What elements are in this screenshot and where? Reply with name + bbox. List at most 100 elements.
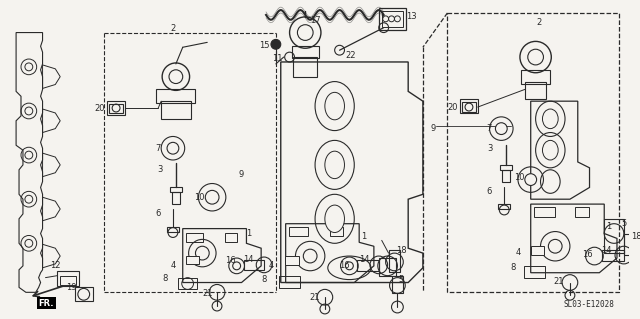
Text: 4: 4	[515, 248, 520, 256]
Ellipse shape	[325, 93, 344, 120]
Text: 14: 14	[359, 256, 369, 264]
Text: 15: 15	[259, 41, 269, 50]
Bar	[357, 260, 379, 271]
Text: 14: 14	[601, 246, 611, 255]
Bar	[244, 260, 264, 270]
Ellipse shape	[543, 109, 558, 129]
Text: 9: 9	[239, 170, 244, 179]
Bar	[292, 46, 319, 58]
Ellipse shape	[325, 151, 344, 179]
Circle shape	[25, 151, 33, 159]
Bar	[170, 188, 182, 192]
Text: 11: 11	[273, 54, 283, 63]
Bar	[156, 89, 195, 103]
Bar	[186, 233, 204, 242]
Text: 7: 7	[486, 124, 492, 133]
Bar	[60, 276, 76, 286]
Text: FR.: FR.	[39, 299, 54, 308]
Text: 21: 21	[202, 289, 212, 298]
Bar	[524, 266, 545, 278]
Text: 5: 5	[399, 275, 404, 284]
Text: 21: 21	[553, 277, 563, 286]
Text: 2: 2	[536, 18, 541, 27]
Circle shape	[25, 239, 33, 247]
Bar	[289, 226, 308, 236]
Bar	[602, 250, 624, 261]
Text: SL03-E12028: SL03-E12028	[563, 300, 614, 309]
Bar	[381, 11, 403, 27]
Bar	[575, 207, 589, 217]
Circle shape	[495, 123, 507, 135]
Text: 10: 10	[514, 173, 524, 182]
Bar	[392, 276, 403, 293]
Text: 13: 13	[406, 12, 417, 21]
Text: 20: 20	[94, 104, 105, 113]
Bar	[186, 256, 200, 264]
Bar	[624, 234, 637, 255]
Text: 2: 2	[170, 24, 175, 33]
Text: 14: 14	[243, 256, 253, 264]
Text: 6: 6	[487, 187, 492, 196]
Text: 18: 18	[396, 246, 406, 255]
Bar	[460, 99, 478, 113]
Text: 8: 8	[510, 263, 516, 272]
Text: 4: 4	[268, 261, 273, 271]
Bar	[521, 70, 550, 84]
Text: 7: 7	[156, 144, 161, 153]
Text: 8: 8	[163, 274, 168, 283]
Bar	[285, 256, 300, 265]
Text: 19: 19	[66, 283, 76, 292]
Text: 20: 20	[447, 102, 458, 112]
Bar	[534, 207, 556, 217]
Text: 3: 3	[487, 144, 492, 153]
Text: 9: 9	[430, 124, 435, 133]
Text: 22: 22	[345, 51, 356, 60]
Bar	[75, 287, 93, 301]
Bar	[525, 82, 547, 99]
Text: 1: 1	[246, 229, 251, 238]
Circle shape	[25, 63, 33, 71]
Bar	[108, 101, 125, 115]
Bar	[499, 204, 510, 209]
Bar	[379, 8, 406, 30]
Bar	[178, 278, 197, 289]
Circle shape	[548, 239, 562, 253]
Text: 16: 16	[225, 256, 236, 265]
Text: 12: 12	[50, 261, 61, 271]
Bar	[167, 226, 179, 232]
Text: 21: 21	[310, 293, 320, 302]
Circle shape	[303, 249, 317, 263]
Bar	[502, 170, 510, 182]
Circle shape	[525, 174, 536, 185]
Bar	[57, 271, 79, 286]
Ellipse shape	[543, 140, 558, 160]
Text: 1: 1	[362, 232, 367, 241]
Text: 4: 4	[170, 261, 175, 271]
Bar	[462, 102, 476, 112]
Bar	[294, 57, 317, 77]
Bar	[109, 104, 123, 113]
Bar	[531, 246, 545, 255]
Bar	[500, 165, 512, 170]
Bar	[172, 192, 180, 204]
Bar	[161, 101, 191, 119]
Text: 3: 3	[157, 165, 163, 174]
Text: 5: 5	[621, 219, 627, 228]
Bar	[225, 233, 237, 242]
Text: 17: 17	[310, 16, 321, 25]
Circle shape	[25, 195, 33, 203]
Circle shape	[25, 107, 33, 115]
Bar	[388, 250, 401, 272]
Text: 8: 8	[261, 275, 267, 284]
Bar	[604, 219, 624, 253]
Bar	[330, 226, 344, 236]
Bar	[379, 258, 396, 276]
Bar	[279, 276, 300, 288]
Circle shape	[205, 190, 219, 204]
Text: 16: 16	[582, 249, 593, 259]
Text: 1: 1	[607, 222, 612, 231]
Ellipse shape	[325, 205, 344, 233]
Text: 10: 10	[194, 193, 205, 202]
Text: 18: 18	[631, 232, 640, 241]
Text: 16: 16	[339, 261, 350, 271]
